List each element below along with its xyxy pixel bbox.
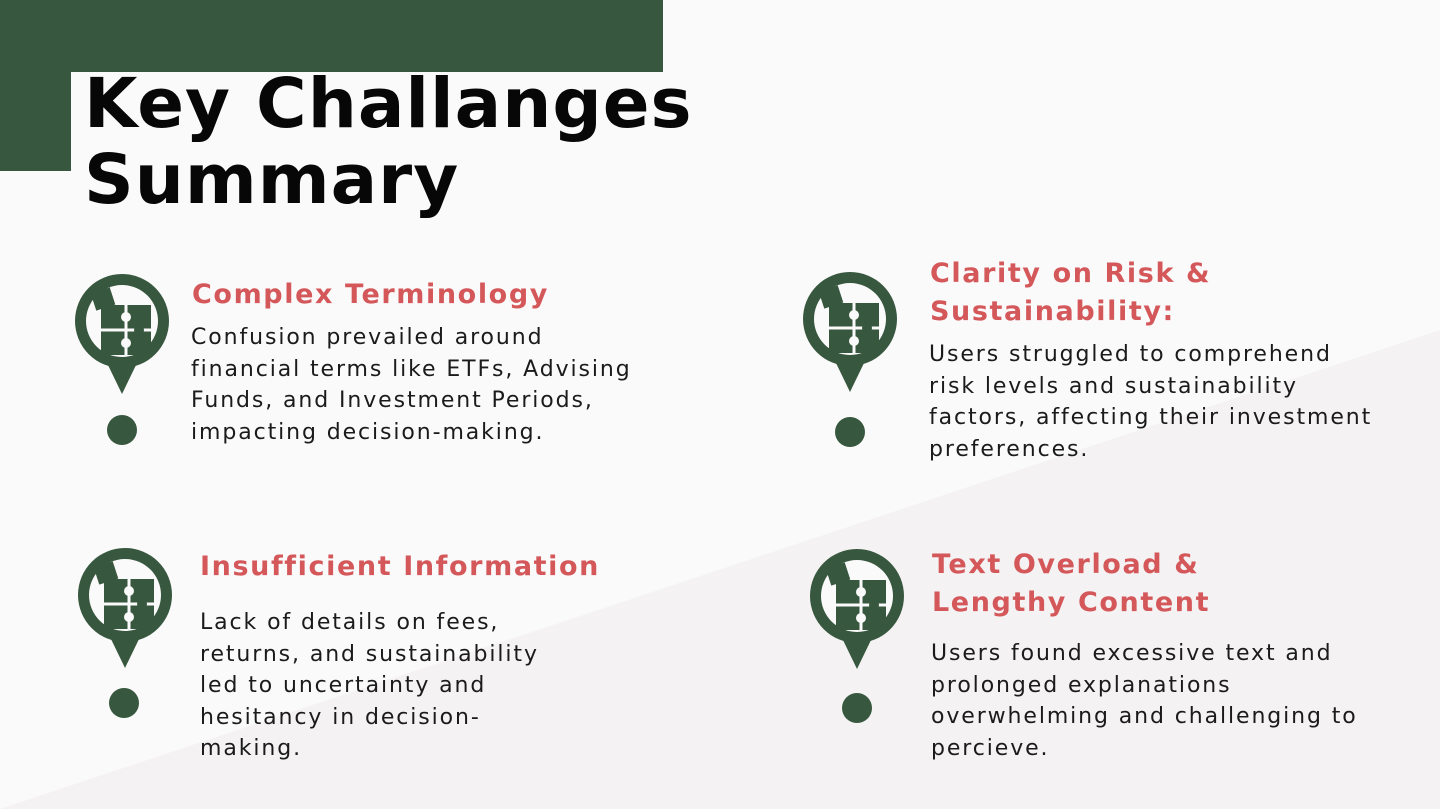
map-pin-icon [75,274,169,445]
page-title: Key Challanges Summary [84,66,784,218]
card-body-line: factors, affecting their investment [929,405,1373,430]
card-body-line: making. [200,736,302,761]
map-pin-icon [78,548,172,718]
card-body-line: percieve. [931,735,1050,761]
card-body-line: Funds, and Investment Periods, [191,388,594,413]
puzzle-icon [90,287,151,355]
header-accent-side [0,0,71,171]
card-body-line: Users found excessive text and [931,641,1333,666]
page-title-line-2: Summary [84,140,460,220]
card-heading-line: Text Overload & [932,549,1200,580]
map-pin-icon [810,549,904,723]
dot-icon [835,417,865,447]
dot-icon [109,688,139,718]
puzzle-icon [93,561,154,629]
header-accent-bar [0,0,663,72]
card-body-line: impacting decision-making. [191,419,545,445]
card-heading: Insufficient Information [200,551,600,582]
dot-icon [107,415,137,445]
map-pin-icon [803,272,897,447]
card-body-line: hesitancy in decision- [200,704,481,730]
dot-icon [842,693,872,723]
puzzle-icon [818,285,879,353]
card-body-line: risk levels and sustainability [929,373,1298,399]
card-body-line: prolonged explanations [931,672,1232,698]
page-title-line-1: Key Challanges [84,64,693,144]
card-body-line: overwhelming and challenging to [931,704,1358,729]
puzzle-icon [825,562,886,630]
card-body-line: Lack of details on fees, [200,610,500,635]
card-heading: Text Overload & Lengthy Content [932,546,1210,622]
card-body: Users struggled to comprehend risk level… [929,339,1372,465]
card-body-line: preferences. [929,436,1090,462]
card-heading: Clarity on Risk & Sustainability: [930,255,1211,331]
card-body: Users found excessive text and prolonged… [931,638,1358,764]
card-body-line: Confusion prevailed around [191,325,544,350]
card-heading: Complex Terminology [192,279,549,310]
card-heading-line: Clarity on Risk & [930,258,1212,289]
card-heading-line: Sustainability: [930,296,1175,327]
card-heading-line: Lengthy Content [932,587,1211,618]
card-body: Lack of details on fees, returns, and su… [200,607,539,765]
card-body: Confusion prevailed around financial ter… [191,322,632,448]
card-body-line: Users struggled to comprehend [929,342,1332,367]
card-body-line: returns, and sustainability [200,641,539,667]
card-body-line: financial terms like ETFs, Advising [191,356,632,382]
card-body-line: led to uncertainty and [200,673,487,698]
